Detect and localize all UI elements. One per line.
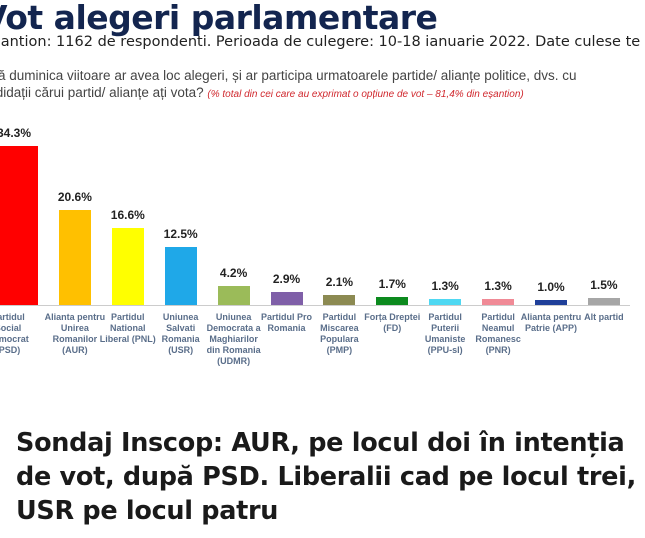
category-label: Partidul Pro Romania [260,312,312,333]
chart-title: Vot alegeri parlamentare [0,0,438,37]
chart-subtitle: Esantion: 1162 de respondenti. Perioada … [0,34,640,50]
category-label: Partidul Neamul Romanesc (PNR) [475,312,521,355]
category-label: Uniunea Salvati Romania (USR) [161,312,200,355]
value-label: 1.7% [378,277,406,292]
bar [270,291,303,305]
value-label: 12.5% [163,227,198,242]
category-label: Uniunea Democrata a Maghiarilor din Roma… [206,312,261,366]
value-label: 34.3% [0,126,32,140]
value-label: 4.2% [219,265,248,280]
bar [323,295,356,305]
value-label: 1.5% [590,278,618,293]
article-headline[interactable]: Sondaj Inscop: AUR, pe locul doi în inte… [16,428,636,526]
chart-image: Vot alegeri parlamentare Esantion: 1162 … [0,0,640,366]
value-label: 2.9% [272,271,301,286]
category-label: Alt partid [584,312,624,322]
value-label: 2.1% [325,275,354,290]
category-label: Partidul Social Democrat (PSD) [0,312,29,355]
bar [164,247,197,305]
category-label: Alianta pentru Unirea Romanilor (AUR) [44,312,106,355]
category-label: Partidul Miscarea Populara (PMP) [320,312,359,355]
value-label: 1.3% [431,278,459,293]
category-label: Forța Dreptei (FD) [364,312,421,333]
value-label: 1.3% [484,278,512,293]
bar-plot: 34.3% Partidul Social Democrat (PSD) 20.6%… [0,126,630,366]
bar [111,228,144,305]
bar [587,298,620,305]
question-note: (% total din cei care au exprimat o opți… [207,89,524,100]
bar [429,298,462,305]
value-label: 20.6% [57,189,92,204]
bar [0,146,38,305]
bar [376,297,409,305]
question-text: Dacă duminica viitoare ar avea loc alege… [0,68,577,100]
chart-question: Dacă duminica viitoare ar avea loc alege… [0,67,614,103]
bar [217,285,250,305]
category-label: Partidul National Liberal (PNL) [99,312,156,344]
category-label: Partidul Puterii Umaniste (PPU-sl) [424,312,466,355]
value-label: 16.6% [110,208,145,223]
x-axis [0,305,630,306]
bar [535,300,567,305]
bar [482,298,515,305]
bar [58,209,91,305]
value-label: 1.0% [537,280,565,294]
category-label: Alianta pentru Patrie (APP) [520,312,582,333]
